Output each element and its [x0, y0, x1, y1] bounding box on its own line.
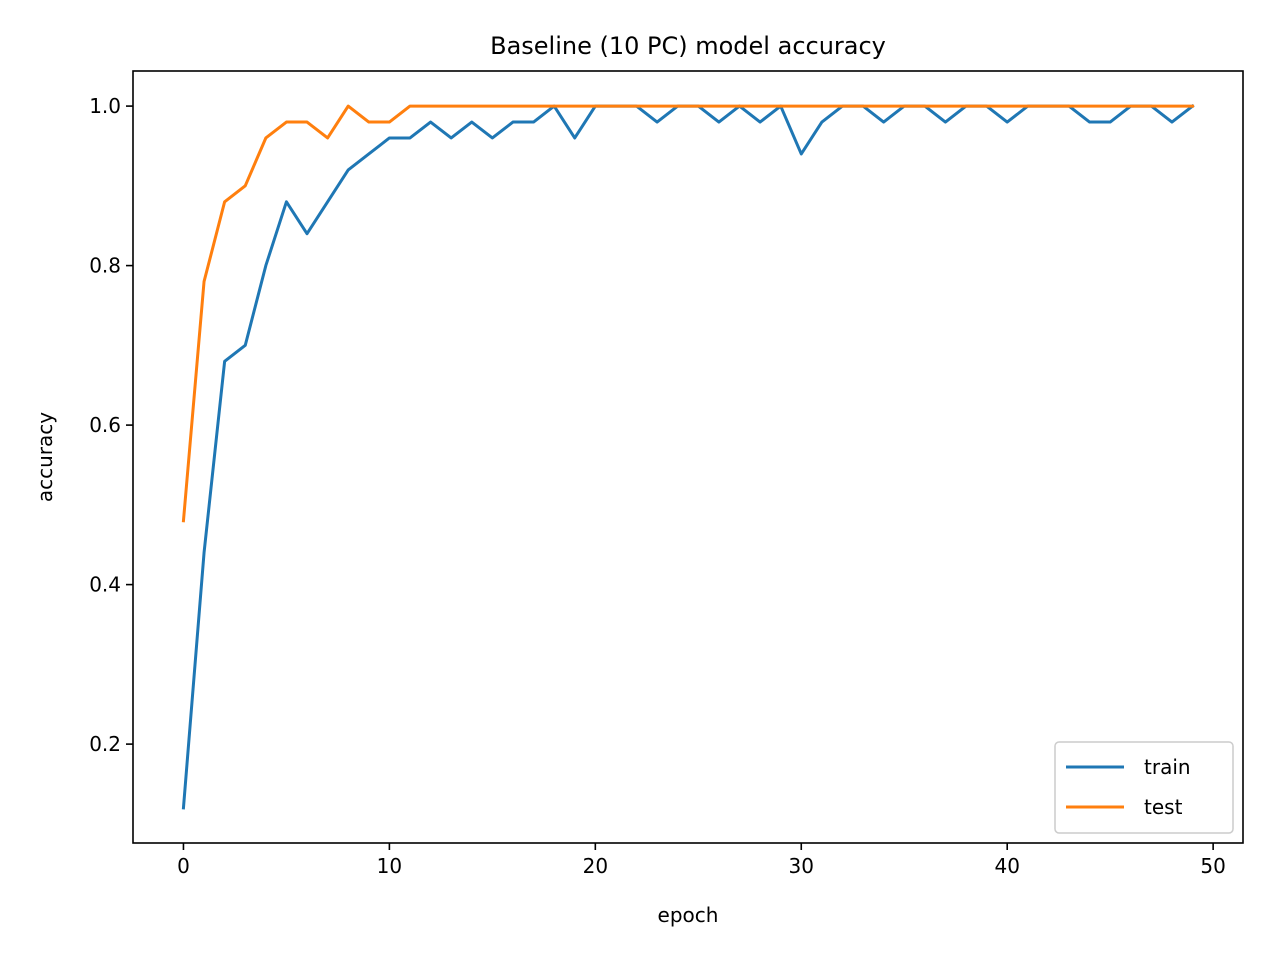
- series-layer: [181, 103, 1195, 810]
- series-line-train: [181, 103, 1195, 810]
- x-axis: 0 10 20 30 40 50: [177, 843, 1226, 878]
- y-tick-label: 0.2: [89, 732, 121, 756]
- x-tick-label: 30: [789, 854, 814, 878]
- x-tick-label: 40: [994, 854, 1019, 878]
- legend-label-train: train: [1144, 755, 1191, 779]
- x-axis-label: epoch: [658, 903, 719, 927]
- legend: train test: [1054, 741, 1234, 834]
- x-tick-label: 20: [583, 854, 608, 878]
- y-tick-label: 1.0: [89, 94, 121, 118]
- chart-title: Baseline (10 PC) model accuracy: [490, 32, 886, 60]
- legend-box: [1054, 741, 1234, 834]
- plot-area: [132, 70, 1244, 844]
- x-tick-label: 50: [1200, 854, 1225, 878]
- x-tick-label: 10: [377, 854, 402, 878]
- y-tick-label: 0.8: [89, 254, 121, 278]
- y-axis-label: accuracy: [33, 412, 57, 502]
- y-tick-label: 0.6: [89, 413, 121, 437]
- y-axis: 0.2 0.4 0.6 0.8 1.0: [89, 94, 133, 756]
- plot-frame: [132, 70, 1244, 844]
- legend-label-test: test: [1144, 795, 1183, 819]
- x-tick-label: 0: [177, 854, 190, 878]
- series-line-test: [181, 104, 1195, 523]
- y-tick-label: 0.4: [89, 573, 121, 597]
